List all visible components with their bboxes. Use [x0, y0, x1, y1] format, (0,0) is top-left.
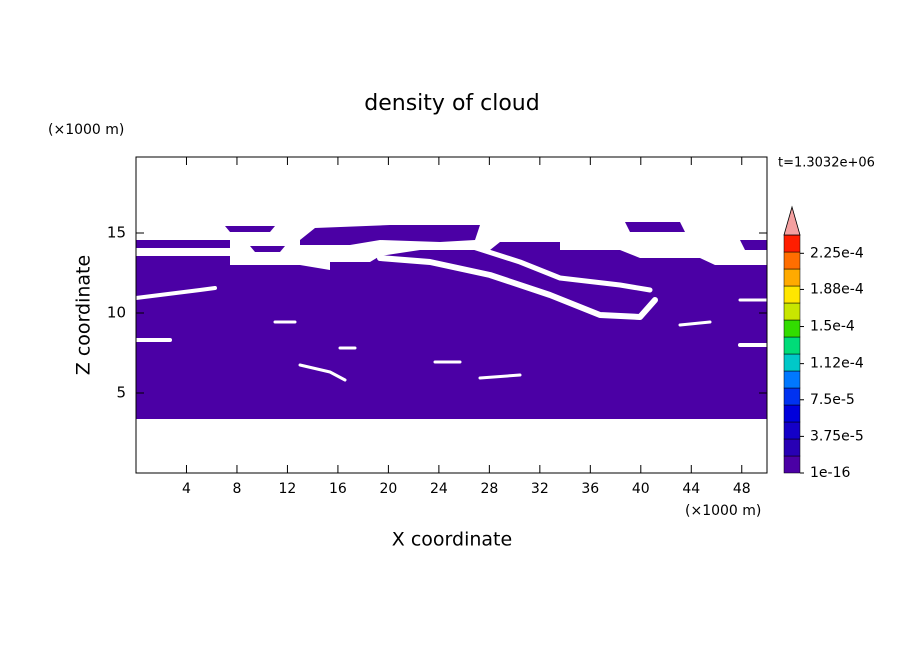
colorbar-band [783, 285, 801, 304]
colorbar-band [783, 319, 801, 338]
y-tick-label: 10 [107, 304, 126, 322]
x-unit: (×1000 m) [685, 503, 761, 519]
cloud-region [300, 225, 480, 245]
colorbar-band [783, 353, 801, 372]
x-tick-label: 16 [329, 481, 347, 497]
y-unit: (×1000 m) [48, 122, 124, 138]
colorbar-tick-label: 3.75e-5 [810, 428, 864, 444]
cloud-region [740, 240, 767, 250]
x-tick-label: 28 [480, 481, 498, 497]
cloud-region [250, 246, 285, 252]
colorbar-band [783, 336, 801, 355]
x-tick-label: 4 [182, 481, 191, 497]
colorbar-band [783, 387, 801, 406]
gap [134, 286, 217, 300]
colorbar-tick-label: 1e-16 [810, 465, 850, 481]
chart-title: density of cloud [364, 91, 539, 116]
y-axis-label: Z coordinate [73, 255, 95, 375]
colorbar-band [783, 268, 801, 287]
x-tick-label: 32 [531, 481, 549, 497]
gap [377, 255, 658, 320]
cloud-region [625, 222, 685, 232]
gap [467, 243, 653, 293]
colorbar-tick-label: 1.88e-4 [810, 281, 864, 297]
colorbar-tick-label: 7.5e-5 [810, 392, 855, 408]
gap [478, 373, 522, 380]
x-tick-label: 48 [733, 481, 751, 497]
colorbar-extension [783, 205, 801, 236]
colorbar-band [783, 302, 801, 321]
gap [298, 363, 347, 382]
x-tick-label: 24 [430, 481, 448, 497]
colorbar-band [783, 421, 801, 440]
cloud-gaps [134, 243, 769, 382]
colorbar-band [783, 251, 801, 270]
gap [678, 320, 712, 327]
x-tick-label: 40 [632, 481, 650, 497]
time-label: t=1.3032e+06 [778, 156, 875, 171]
colorbar-band [783, 438, 801, 457]
colorbar-band [783, 455, 801, 474]
colorbar-tick-label: 2.25e-4 [810, 245, 864, 261]
plot-frame [135, 156, 768, 474]
x-tick-label: 36 [581, 481, 599, 497]
cloud-field [136, 222, 767, 419]
colorbar-tick-label: 1.5e-4 [810, 319, 855, 335]
colorbar-tick-label: 1.12e-4 [810, 356, 864, 372]
colorbar-band [783, 234, 801, 253]
cloud-region [225, 226, 275, 232]
cloud-region [136, 240, 230, 248]
x-axis-label: X coordinate [392, 529, 512, 551]
y-tick-label: 5 [116, 384, 126, 402]
x-tick-label: 20 [379, 481, 397, 497]
x-tick-label: 8 [232, 481, 241, 497]
y-tick-label: 15 [107, 224, 126, 242]
x-tick-label: 12 [279, 481, 297, 497]
colorbar-band [783, 404, 801, 423]
x-tick-label: 44 [682, 481, 700, 497]
colorbar-band [783, 370, 801, 389]
